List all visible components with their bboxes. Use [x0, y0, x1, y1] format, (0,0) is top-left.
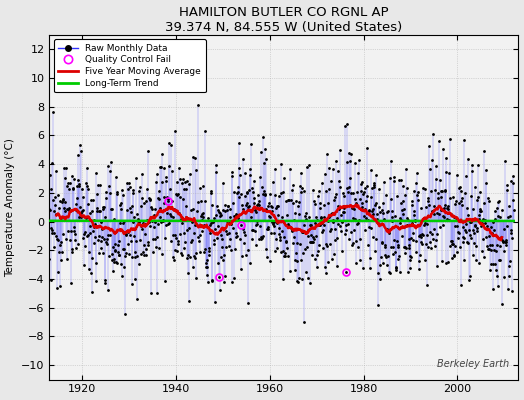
Y-axis label: Temperature Anomaly (°C): Temperature Anomaly (°C) [6, 138, 16, 276]
Text: Berkeley Earth: Berkeley Earth [437, 359, 509, 369]
Legend: Raw Monthly Data, Quality Control Fail, Five Year Moving Average, Long-Term Tren: Raw Monthly Data, Quality Control Fail, … [54, 39, 206, 92]
Title: HAMILTON BUTLER CO RGNL AP
39.374 N, 84.555 W (United States): HAMILTON BUTLER CO RGNL AP 39.374 N, 84.… [165, 6, 402, 34]
